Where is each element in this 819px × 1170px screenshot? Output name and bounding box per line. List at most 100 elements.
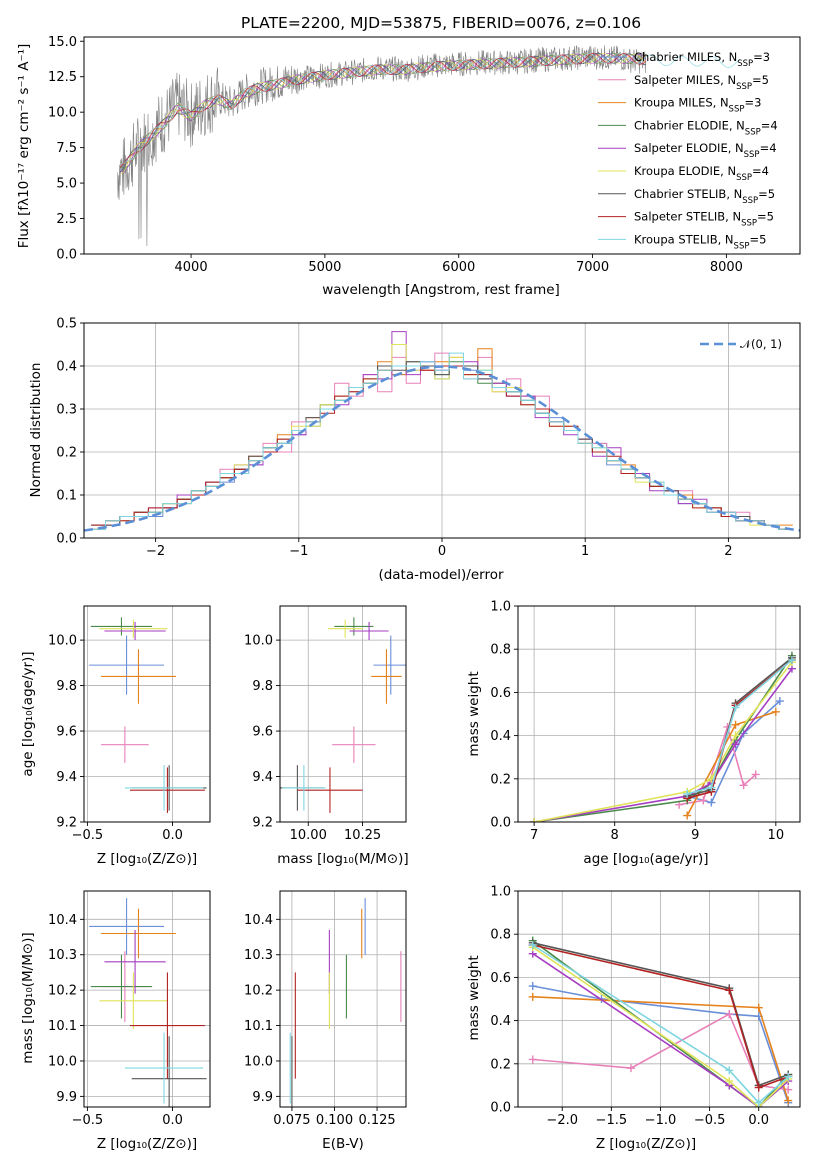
x-tick-label: 0.0 <box>162 828 183 843</box>
normal-reference-curve <box>84 365 800 532</box>
mass-vs-ebv-panel: 0.075 0.100 0.125 9.9 10.0 10.1 10.2 10.3 10.4 E… <box>244 890 407 1152</box>
y-tick-label: 10.3 <box>48 948 77 963</box>
mass-vs-ebv-x-label: E(B-V) <box>322 1136 364 1152</box>
y-tick-label: 12.5 <box>48 70 77 85</box>
w_age-marker-5 <box>731 731 740 740</box>
massweight-vs-age-panel: 7 8 9 10 0.0 0.2 0.4 0.6 0.8 1.0 age [log₁₀(age/y… <box>466 600 801 867</box>
plot-marks <box>530 651 796 822</box>
plot-marks <box>117 45 741 247</box>
w_Z-marker-1 <box>626 1064 635 1073</box>
x-tick-label: 0.0 <box>748 1113 769 1128</box>
w_Z-marker-2 <box>754 1003 763 1012</box>
w_age-line-0 <box>686 700 781 804</box>
y-tick-label: 10.2 <box>48 984 77 999</box>
y-tick-label: 10.0 <box>244 1054 273 1069</box>
legend-ssp-subscript: SSP <box>744 150 760 160</box>
w_Z-marker-1 <box>725 1010 734 1019</box>
residuals-panel: −2 −1 0 1 2 0.0 0.1 0.2 0.3 0.4 0.5 (data-model)/e… <box>28 317 801 583</box>
axes-frame: 10.00 10.25 9.2 9.4 9.6 9.8 10.0 <box>244 605 407 843</box>
w_age-marker-8 <box>707 783 716 792</box>
x-tick-label: 4000 <box>175 260 208 275</box>
axes-border <box>517 890 801 1108</box>
x-tick-label: 0.125 <box>358 1113 395 1128</box>
x-tick-label: −1.0 <box>645 1113 677 1128</box>
legend-ssp-subscript: SSP <box>737 59 753 69</box>
y-tick-label: 0.0 <box>490 1101 511 1116</box>
w_age-marker-2 <box>731 720 740 729</box>
x-tick-label: 8000 <box>710 260 743 275</box>
mass-vs-metallicity-y-label: mass [log₁₀(M/M⊙)] <box>20 932 36 1063</box>
w_age-marker-1 <box>739 781 748 790</box>
age-vs-mass-plot-area: 10.00 10.25 9.2 9.4 9.6 9.8 10.0 <box>244 605 407 843</box>
w_age-marker-4 <box>731 740 740 749</box>
spectrum-plot-area: 4000 5000 6000 7000 8000 0.0 2.5 5.0 7.5 10.0 12.5… <box>48 35 801 275</box>
plot-marks <box>89 617 207 813</box>
x-tick-label: 10 <box>768 828 785 843</box>
w_Z-marker-5 <box>725 1077 734 1086</box>
age-vs-mass-x-label: mass [log₁₀(M/M⊙)] <box>277 851 408 867</box>
y-tick-label: 0.4 <box>490 729 511 744</box>
plot-background <box>280 606 406 822</box>
plot-marks <box>289 898 402 1107</box>
mass-vs-metallicity-panel: −0.5 0.0 9.9 10.0 10.1 10.2 10.3 10.4 Z [log₁₀(… <box>20 890 211 1152</box>
plot-background <box>280 891 406 1107</box>
legend-ssp-subscript: SSP <box>734 241 750 251</box>
massweight-vs-age-plot-area: 7 8 9 10 0.0 0.2 0.4 0.6 0.8 1.0 <box>490 600 801 843</box>
spectrum-y-label: Flux [fλ10⁻¹⁷ erg cm⁻² s⁻¹ A⁻¹] <box>16 44 32 249</box>
w_age-marker-1 <box>751 770 760 779</box>
x-tick-label: −0.5 <box>72 1113 104 1128</box>
age-vs-metallicity-y-label: age [log₁₀(age/yr)] <box>20 651 36 776</box>
x-tick-label: −0.5 <box>694 1113 726 1128</box>
y-tick-label: 10.1 <box>48 1019 77 1034</box>
model-spectrum-line-7 <box>119 52 647 169</box>
y-tick-label: 10.1 <box>244 1019 273 1034</box>
residuals-x-label: (data-model)/error <box>378 567 504 583</box>
massweight-vs-age-x-label: age [log₁₀(age/yr)] <box>583 851 708 867</box>
y-tick-label: 0.5 <box>56 317 77 332</box>
axes-border <box>83 605 211 823</box>
mass-vs-metallicity-x-label: Z [log₁₀(Z/Z⊙)] <box>97 1136 197 1152</box>
y-tick-label: 0.6 <box>490 971 511 986</box>
w_Z-marker-2 <box>784 1096 793 1105</box>
x-tick-label: 8 <box>611 828 619 843</box>
massweight-vs-age-y-label: mass weight <box>466 671 482 756</box>
y-tick-label: 0.2 <box>56 446 77 461</box>
x-tick-label: 10.25 <box>344 828 381 843</box>
residuals-plot-area: −2 −1 0 1 2 0.0 0.1 0.2 0.3 0.4 0.5 <box>56 317 801 559</box>
w_Z-marker-2 <box>528 992 537 1001</box>
w_age-line-8 <box>686 659 793 795</box>
w_Z-line-8 <box>532 944 789 1104</box>
model-spectrum-line-2 <box>120 52 647 165</box>
y-tick-label: 5.0 <box>56 177 77 192</box>
y-tick-label: 7.5 <box>56 141 77 156</box>
legend-ssp-subscript: SSP <box>729 105 745 115</box>
x-tick-label: 0.100 <box>316 1113 353 1128</box>
y-tick-label: 9.2 <box>252 816 273 831</box>
axes-border <box>83 36 801 255</box>
axes-border <box>517 605 801 823</box>
x-tick-label: 0.0 <box>162 1113 183 1128</box>
y-tick-label: 0.0 <box>490 816 511 831</box>
x-tick-label: 2 <box>724 544 732 559</box>
y-tick-label: 10.2 <box>244 984 273 999</box>
age-vs-mass-panel: 10.00 10.25 9.2 9.4 9.6 9.8 10.0 mass [log₁₀(M… <box>244 605 409 867</box>
w_age-marker-2 <box>771 707 780 716</box>
massweight-vs-metallicity-x-label: Z [log₁₀(Z/Z⊙)] <box>596 1136 696 1152</box>
y-tick-label: 0.8 <box>490 928 511 943</box>
y-tick-label: 1.0 <box>490 600 511 615</box>
mass-vs-ebv-plot-area: 0.075 0.100 0.125 9.9 10.0 10.1 10.2 10.3 10.4 <box>244 890 407 1128</box>
w_Z-marker-7 <box>754 1083 763 1092</box>
w_Z-marker-8 <box>528 941 537 949</box>
y-tick-label: 10.3 <box>244 948 273 963</box>
y-tick-label: 9.4 <box>56 770 77 785</box>
w_age-marker-8 <box>683 789 692 798</box>
x-tick-label: −2 <box>146 544 165 559</box>
y-tick-label: 10.4 <box>244 913 273 928</box>
y-tick-label: 0.2 <box>490 772 511 787</box>
spectrum-x-label: wavelength [Angstrom, rest frame] <box>322 282 560 298</box>
axes-border <box>279 605 407 823</box>
plot-marks <box>89 898 207 1107</box>
w_age-marker-2 <box>683 811 692 820</box>
x-tick-label: −1 <box>289 544 308 559</box>
